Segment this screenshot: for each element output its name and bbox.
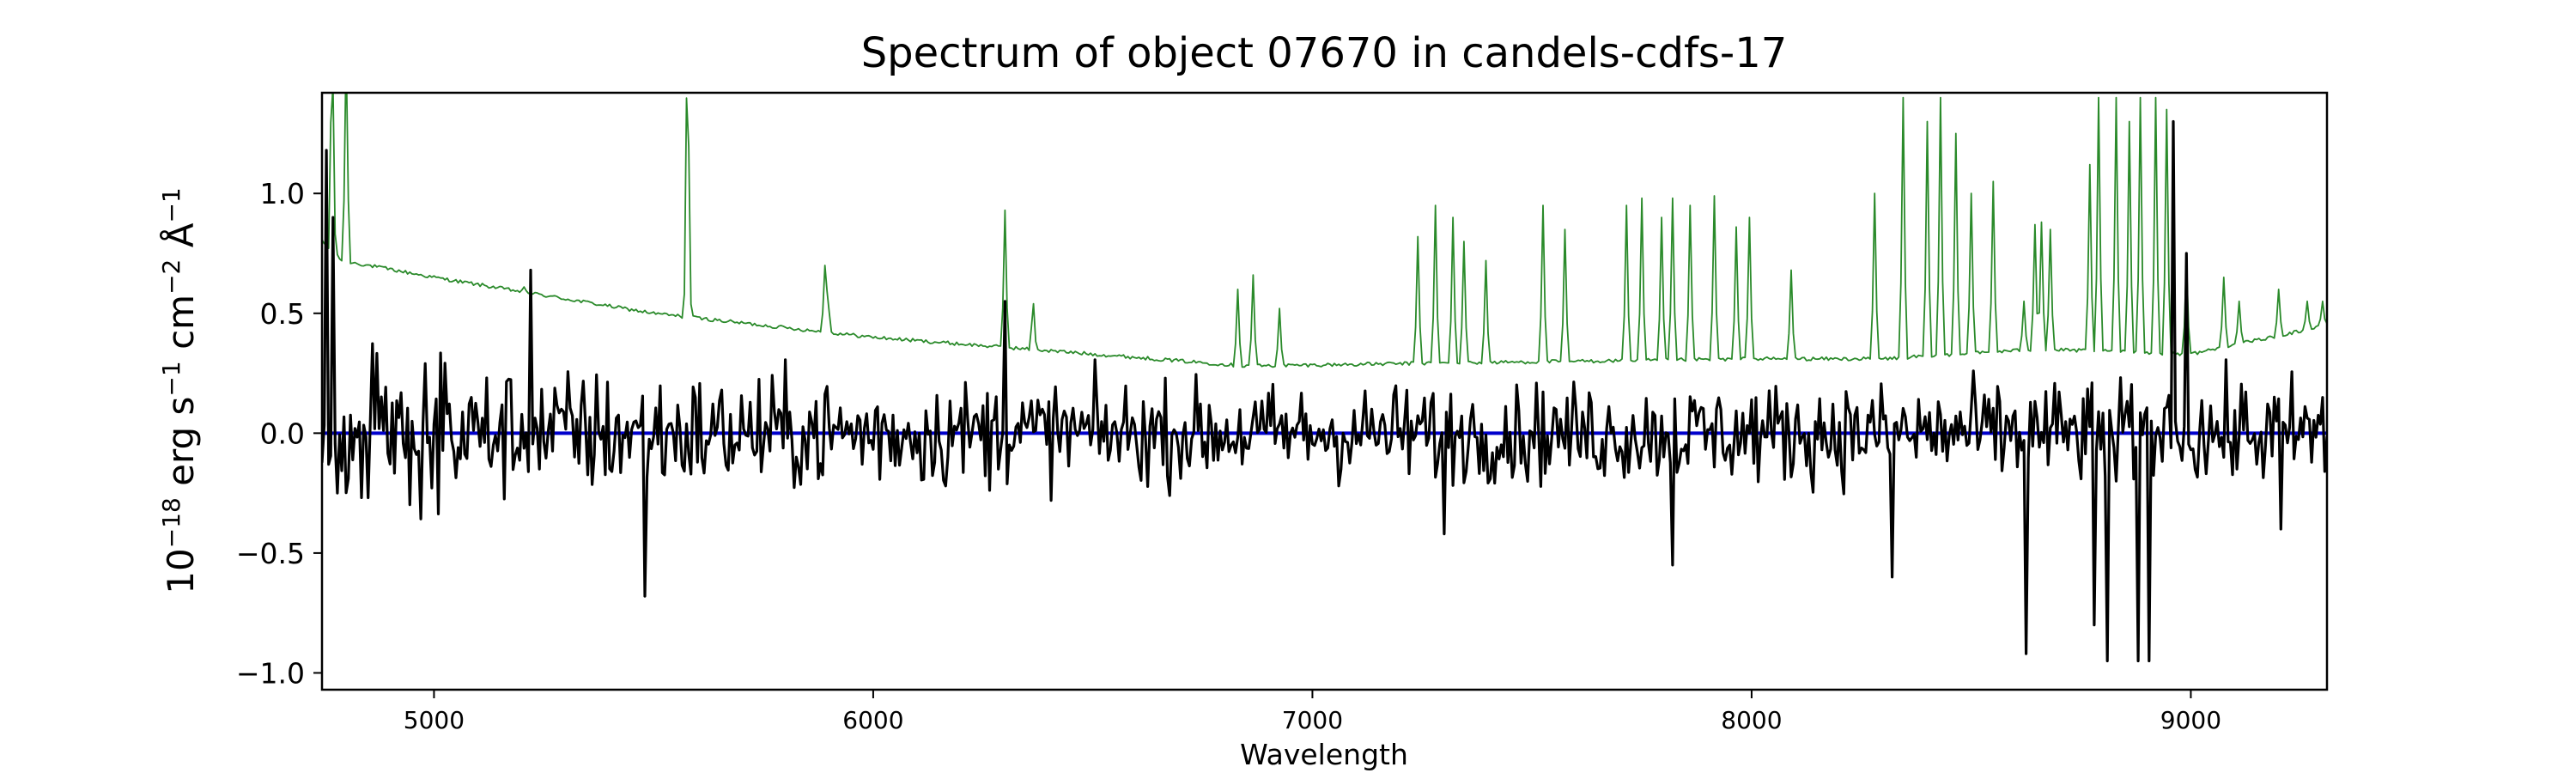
y-label-exponent: −1 <box>157 187 185 222</box>
y-tick-label: 0.5 <box>260 297 305 331</box>
flux-spectrum-line <box>322 119 2327 663</box>
x-tick-label: 5000 <box>404 706 465 734</box>
y-tick-label: −0.5 <box>236 537 305 570</box>
y-axis-ticks: −1.0 −0.5 0.0 0.5 1.0 <box>236 177 322 690</box>
y-axis-label: 10−18 erg s−1 cm−2 Å−1 <box>157 187 203 593</box>
x-tick-label: 7000 <box>1282 706 1343 734</box>
y-label-part: Å <box>159 222 202 259</box>
y-label-part: erg s <box>160 397 202 498</box>
y-label-exponent: −18 <box>157 497 185 548</box>
y-label-exponent: −2 <box>157 259 185 295</box>
chart-title: Spectrum of object 07670 in candels-cdfs… <box>861 29 1788 77</box>
error-spectrum-line <box>322 93 2327 368</box>
x-axis-label: Wavelength <box>1240 738 1408 771</box>
x-tick-label: 6000 <box>842 706 903 734</box>
y-tick-label: −1.0 <box>236 656 305 690</box>
x-axis-ticks: 5000 6000 7000 8000 9000 <box>404 690 2221 734</box>
y-label-part: cm <box>160 295 202 361</box>
x-tick-label: 8000 <box>1721 706 1782 734</box>
y-label-part: 10 <box>160 548 202 593</box>
plot-frame <box>320 91 2329 691</box>
y-tick-label: 1.0 <box>260 177 305 210</box>
y-label-exponent: −1 <box>157 361 185 396</box>
x-tick-label: 9000 <box>2160 706 2221 734</box>
y-tick-label: 0.0 <box>260 417 305 450</box>
